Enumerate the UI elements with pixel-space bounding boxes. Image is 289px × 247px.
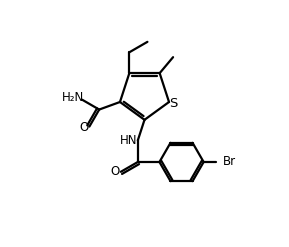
Text: Br: Br	[223, 155, 236, 168]
Text: S: S	[169, 97, 178, 110]
Text: O: O	[79, 121, 89, 134]
Text: O: O	[111, 165, 120, 178]
Text: H₂N: H₂N	[62, 91, 84, 104]
Text: HN: HN	[120, 134, 137, 147]
